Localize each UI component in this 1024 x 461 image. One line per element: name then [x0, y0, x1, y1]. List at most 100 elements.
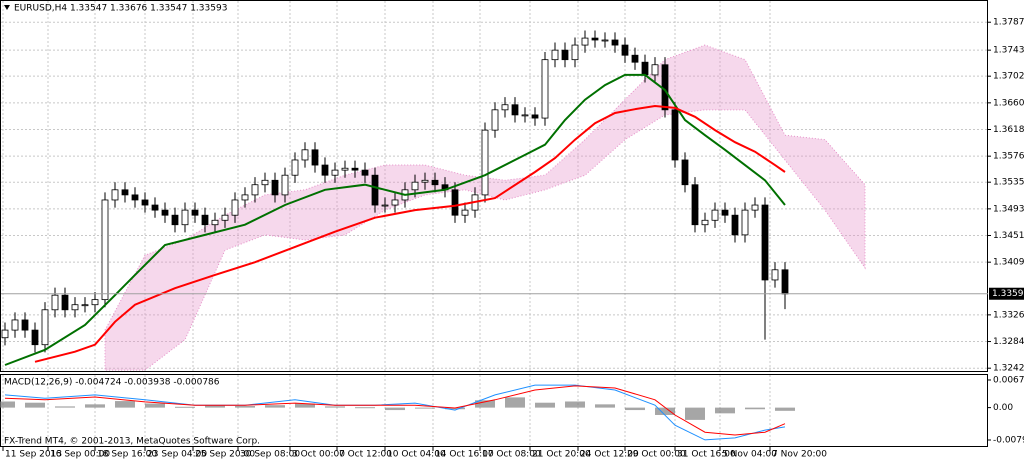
- x-tick-label: 25 Sep 20:00: [195, 450, 255, 460]
- macd-histogram-bar: [355, 407, 375, 409]
- candle-body: [641, 61, 649, 76]
- macd-histogram-bar: [475, 400, 495, 408]
- candle-body: [331, 169, 339, 176]
- candle-body: [381, 204, 389, 207]
- y-tick-label: 1.34930: [993, 204, 1024, 214]
- candle-body: [281, 174, 289, 196]
- macd-histogram-bar: [685, 407, 705, 420]
- y-tick-label: -0.007918: [993, 435, 1024, 445]
- macd-histogram-bar: [595, 404, 615, 408]
- macd-histogram-bar: [295, 403, 315, 408]
- candle-body: [311, 149, 319, 166]
- candle-body: [691, 184, 699, 226]
- candle-body: [421, 179, 429, 183]
- candle-body: [741, 209, 749, 236]
- candle-body: [51, 294, 59, 311]
- candle-body: [621, 44, 629, 56]
- macd-histogram-bar: [655, 407, 675, 415]
- candle-body: [521, 114, 529, 117]
- candle-body: [61, 294, 69, 311]
- candle-body: [81, 304, 89, 307]
- moving-average: [4, 73, 786, 366]
- macd-histogram-bar: [505, 397, 525, 408]
- macd-histogram-bar: [55, 406, 75, 408]
- moving-average: [34, 104, 786, 363]
- candle-body: [291, 159, 299, 176]
- candle-body: [431, 179, 439, 186]
- candle-body: [201, 214, 209, 226]
- y-tick-label: 1.37020: [993, 72, 1024, 82]
- macd-histogram-bar: [715, 407, 735, 414]
- x-tick-label: 31 Oct 16:00: [677, 450, 736, 460]
- candle-body: [501, 104, 509, 111]
- main-panel: [0, 0, 988, 372]
- x-tick-label: 29 Oct 00:00: [627, 450, 686, 460]
- x-tick-label: 23 Sep 04:00: [147, 450, 207, 460]
- symbol-menu-icon[interactable]: [4, 5, 10, 10]
- macd-histogram-bar: [265, 405, 285, 408]
- y-tick-label: 1.37870: [993, 18, 1024, 28]
- candle-body: [531, 114, 539, 119]
- candle-body: [31, 329, 39, 346]
- candle-body: [211, 219, 219, 226]
- candle-body: [551, 49, 559, 61]
- y-tick-label: 1.33260: [993, 310, 1024, 320]
- macd-histogram-bar: [385, 407, 405, 411]
- candle-body: [301, 149, 309, 161]
- macd-histogram-bar: [205, 405, 225, 408]
- y-tick-label: 0.006757: [993, 375, 1024, 385]
- candle-body: [481, 129, 489, 196]
- candle-body: [41, 309, 49, 346]
- candle-body: [171, 214, 179, 226]
- macd-histogram-bar: [745, 407, 765, 410]
- macd-histogram-bar: [235, 405, 255, 408]
- candle-body: [391, 199, 399, 206]
- candle-body: [191, 209, 199, 216]
- macd-histogram-bar: [0, 401, 15, 408]
- candle-body: [451, 189, 459, 216]
- x-tick-label: 10 Oct 04:00: [387, 450, 446, 460]
- macd-histogram-bar: [325, 406, 345, 408]
- y-tick-label: 1.36180: [993, 125, 1024, 135]
- y-tick-label: 1.35760: [993, 152, 1024, 162]
- candle-body: [511, 104, 519, 116]
- candle-body: [251, 184, 259, 196]
- candle-body: [271, 179, 279, 196]
- candle-body: [631, 54, 639, 63]
- candle-body: [261, 179, 269, 186]
- candle-body: [701, 219, 709, 226]
- candle-body: [411, 181, 419, 191]
- candle-body: [721, 209, 729, 216]
- macd-histogram-bar: [625, 407, 645, 411]
- x-tick-label: 14 Oct 16:00: [435, 450, 494, 460]
- x-tick-label: 7 Nov 20:00: [772, 450, 827, 460]
- candle-body: [681, 159, 689, 186]
- x-tick-label: 24 Oct 12:00: [580, 450, 639, 460]
- macd-histogram-bar: [145, 403, 165, 408]
- y-tick-label: 0.00: [993, 403, 1013, 413]
- candle-body: [91, 299, 99, 306]
- x-tick-label: 17 Oct 08:00: [482, 450, 541, 460]
- current-price-box: [989, 287, 1024, 300]
- candle-body: [541, 59, 549, 119]
- current-price-label: 1.33593: [992, 289, 1024, 299]
- candle-body: [371, 174, 379, 206]
- candle-body: [781, 269, 789, 295]
- candle-body: [151, 204, 159, 211]
- macd-histogram-bar: [415, 407, 435, 409]
- x-tick-label: 16 Sep 00:00: [50, 450, 110, 460]
- candle-body: [711, 209, 719, 221]
- macd-panel: [0, 374, 988, 447]
- candle-body: [1, 329, 9, 339]
- candle-body: [181, 209, 189, 226]
- candle-body: [461, 209, 469, 216]
- candle-body: [601, 39, 609, 42]
- candle-body: [761, 204, 769, 281]
- candle-body: [71, 304, 79, 311]
- plot-layer: [0, 1, 991, 451]
- candle-body: [21, 319, 29, 331]
- candle-body: [491, 109, 499, 131]
- candle-body: [731, 214, 739, 236]
- candle-body: [111, 189, 119, 201]
- candle-body: [231, 199, 239, 216]
